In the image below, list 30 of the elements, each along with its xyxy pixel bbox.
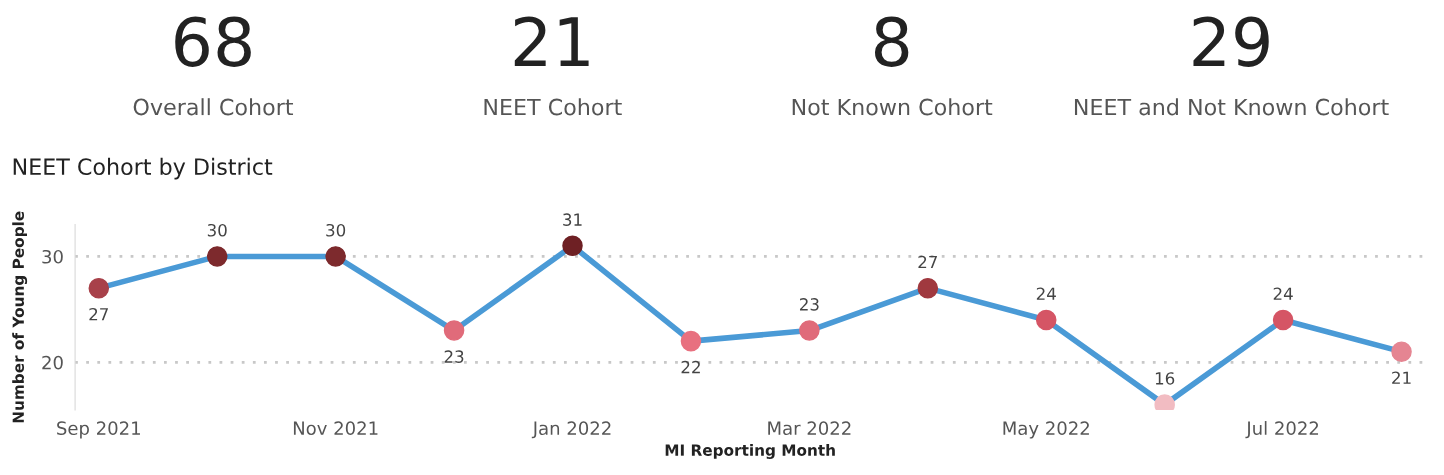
data-label: 24 [1273,287,1293,300]
data-label: 23 [444,350,464,363]
chart-title: NEET Cohort by District [13,157,273,180]
x-axis-title: MI Reporting Month [665,444,835,459]
data-label: 23 [799,298,819,311]
category-label: NEET Cohort [484,98,622,116]
category-label: Not Known Cohort [792,98,993,116]
x-tick-label: Jul 2022 [1245,421,1319,439]
category-label: Overall Cohort [133,98,294,116]
data-label: 30 [207,223,227,237]
data-label: 22 [681,360,700,374]
x-tick-label: Mar 2022 [768,421,851,436]
data-label: 21 [514,16,589,66]
data-label: 21 [1392,371,1411,384]
data-label: 31 [563,213,582,226]
data-label: 27 [918,255,937,269]
x-tick-label: Nov 2021 [293,421,378,436]
x-tick-label: Sep 2021 [57,421,140,439]
y-tick-label: 20 [42,355,63,370]
data-label: 29 [1193,16,1269,67]
data-label: 8 [874,16,909,67]
category-label: NEET and Not Known Cohort [1074,98,1389,116]
y-axis-title: Number of Young People [12,211,28,423]
x-tick-label: Jan 2022 [531,421,611,439]
data-label: 16 [1155,372,1175,385]
data-label: 68 [175,16,251,67]
data-label: 30 [326,223,346,237]
data-label: 27 [89,307,108,321]
data-label: 24 [1036,287,1056,300]
x-tick-label: May 2022 [1003,421,1089,439]
